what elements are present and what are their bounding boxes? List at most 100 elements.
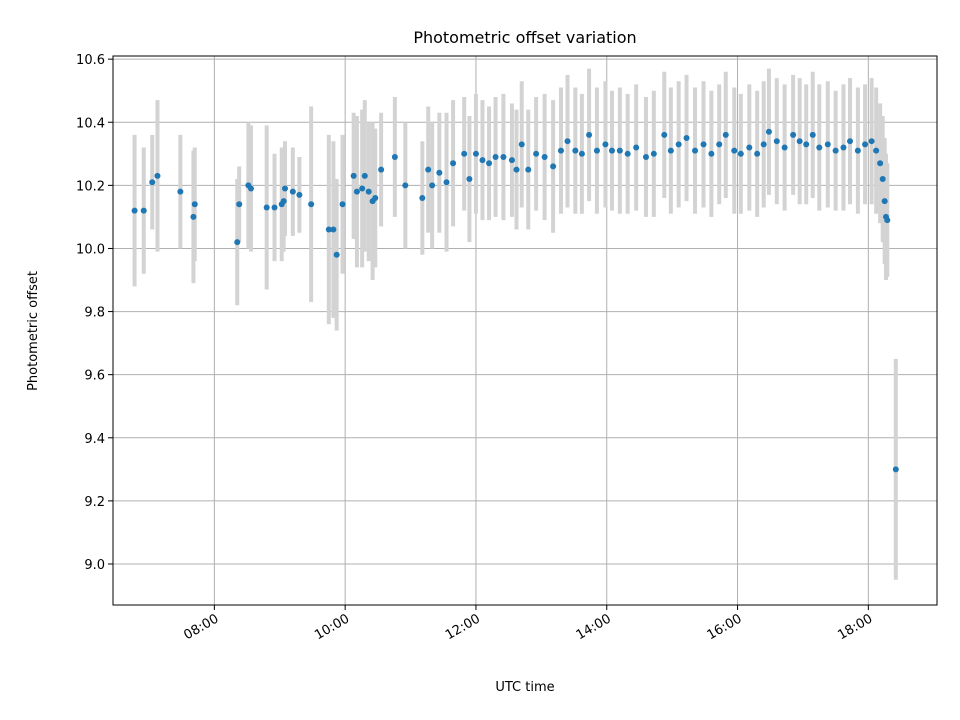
data-point [642,153,649,160]
data-point [773,138,780,145]
data-point [296,191,303,198]
data-point [365,188,372,195]
y-tick-label: 10.0 [76,242,105,257]
data-point [486,160,493,167]
data-point [683,135,690,142]
data-point [824,141,831,148]
data-point [633,144,640,151]
data-point [177,188,184,195]
data-point [359,185,366,192]
data-point [271,204,278,211]
data-point [378,166,385,173]
data-point [533,150,540,157]
data-point [557,147,564,154]
data-point [479,157,486,164]
data-point [402,182,409,189]
data-point [746,144,753,151]
data-point [862,141,869,148]
data-point [809,131,816,138]
plot-frame [112,55,938,606]
data-point [700,141,707,148]
data-point [391,153,398,160]
data-point [675,141,682,148]
data-point [190,213,197,220]
y-tick-label: 10.4 [76,116,105,131]
data-point [877,160,884,167]
data-point [339,201,346,208]
data-point [692,147,699,154]
data-point [436,169,443,176]
data-point [525,166,532,173]
data-point [602,141,609,148]
data-point [472,150,479,157]
data-point [234,239,241,246]
data-point [840,144,847,151]
y-axis-label: Photometric offset [26,271,41,391]
data-point [593,147,600,154]
data-point [140,207,147,214]
data-point [879,176,886,183]
data-point [149,179,156,186]
data-point [868,138,875,145]
data-point [586,131,593,138]
data-point [564,138,571,145]
data-point [518,141,525,148]
data-point [461,150,468,157]
data-point [361,172,368,179]
data-point [425,166,432,173]
data-point [624,150,631,157]
y-tick-label: 9.8 [84,306,105,321]
data-point [854,147,861,154]
y-tick-label: 10.2 [76,179,105,194]
y-tick-label: 9.4 [84,432,105,447]
data-point [667,147,674,154]
data-point [325,226,332,233]
y-tick-label: 10.6 [76,53,105,68]
data-point [281,185,288,192]
data-points [131,128,899,473]
data-point [131,207,138,214]
data-point [765,128,772,135]
data-point [330,226,337,233]
data-point [154,172,161,179]
data-point [247,185,254,192]
y-tick-label: 9.0 [84,558,105,573]
data-point [796,138,803,145]
data-point [429,182,436,189]
data-point [650,150,657,157]
y-tick-label: 9.2 [84,495,105,510]
data-point [873,147,880,154]
data-point [731,147,738,154]
data-point [892,466,899,473]
data-point [492,153,499,160]
data-point [760,141,767,148]
data-point [419,194,426,201]
data-point [608,147,615,154]
data-point [661,131,668,138]
data-point [716,141,723,148]
data-point [616,147,623,154]
data-point [289,188,296,195]
data-point [508,157,515,164]
data-point [236,201,243,208]
data-point [781,144,788,151]
data-point [333,251,340,258]
data-point [832,147,839,154]
data-point [191,201,198,208]
data-point [550,163,557,170]
data-point [803,141,810,148]
data-point [443,179,450,186]
data-point [450,160,457,167]
x-axis-label: UTC time [495,680,554,695]
data-point [353,188,360,195]
data-point [500,153,507,160]
data-point [280,198,287,205]
data-point [708,150,715,157]
chart-title: Photometric offset variation [413,28,636,47]
y-tick-label: 9.6 [84,369,105,384]
data-point [737,150,744,157]
data-point [372,194,379,201]
data-point [722,131,729,138]
